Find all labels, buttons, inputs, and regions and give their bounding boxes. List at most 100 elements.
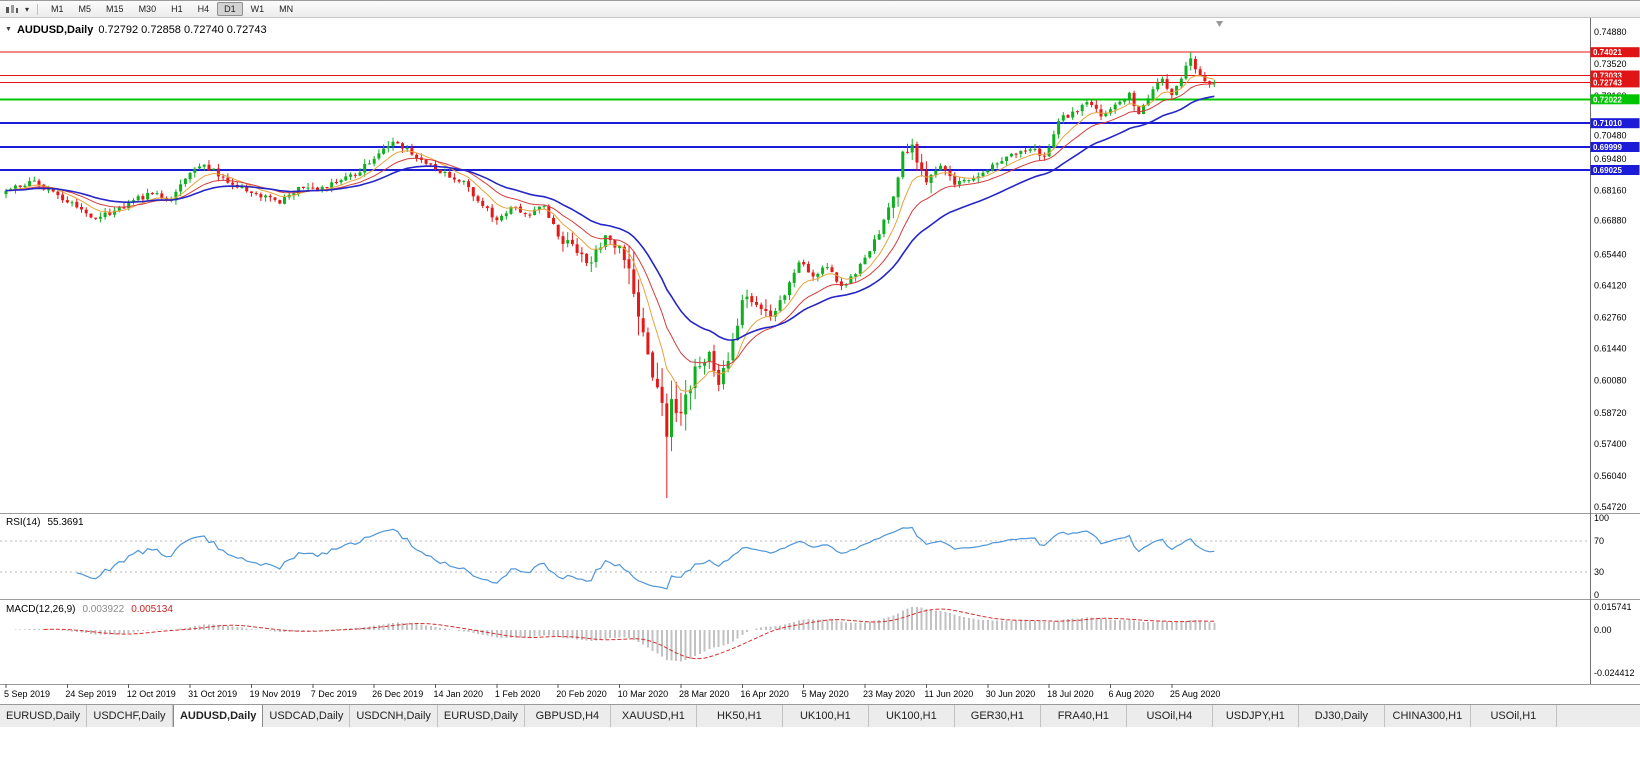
price-axis-label: 0.68160 <box>1594 185 1627 195</box>
price-axis-label: 0.62760 <box>1594 313 1627 323</box>
macd-name: MACD(12,26,9) <box>6 604 76 615</box>
timeframe-button-M1[interactable]: M1 <box>51 4 64 14</box>
chart-tab-4-USDCNH-Daily[interactable]: USDCNH,Daily <box>350 705 438 727</box>
candles-layer <box>4 52 1216 498</box>
date-label: 23 May 2020 <box>863 689 915 699</box>
price-axis-label: 0.74880 <box>1594 27 1627 37</box>
rsi-axis-label: 100 <box>1594 513 1609 523</box>
price-badge-0.74021[interactable] <box>1590 47 1640 58</box>
price-badge-label: 0.74021 <box>1593 48 1622 57</box>
chart-tab-2-AUDUSD-Daily[interactable]: AUDUSD,Daily <box>172 705 264 727</box>
chart-tab-bar: EURUSD,Daily USDCHF,Daily AUDUSD,Daily USDC… <box>0 704 1640 727</box>
chart-tab-0-EURUSD-Daily[interactable]: EURUSD,Daily <box>0 705 87 727</box>
timeframe-button-D1[interactable]: D1 <box>217 2 243 16</box>
chart-tab-10-UK100-H1[interactable]: UK100,H1 <box>868 705 955 727</box>
price-axis-background <box>1590 18 1640 704</box>
price-axis-label: 0.56040 <box>1594 471 1627 481</box>
chart-area: 100 70 30 0 0.015741 0.00 -0.024412 0.74880 0.73… <box>0 18 1640 704</box>
rsi-axis-label: 70 <box>1594 536 1604 546</box>
price-badge-label: 0.73033 <box>1593 72 1622 81</box>
price-axis-label: 0.73520 <box>1594 59 1627 69</box>
macd-indicator-label: MACD(12,26,9) 0.003922 0.005134 <box>6 604 173 615</box>
timeframe-button-MN[interactable]: MN <box>279 4 294 14</box>
price-badge-0.69025[interactable] <box>1590 165 1640 175</box>
macd-axis-label: 0.00 <box>1594 625 1612 635</box>
toolbar-separator <box>37 3 39 15</box>
timeframe-buttons: M1 M5 M15 M30 H1 H4 D1 W1 MN <box>44 2 300 16</box>
price-badge-label: 0.69025 <box>1593 166 1622 175</box>
price-axis-label: 0.61440 <box>1594 344 1627 354</box>
chart-tab-11-GER30-H1[interactable]: GER30,H1 <box>954 705 1041 727</box>
chart-tab-16-CHINA300-H1[interactable]: CHINA300,H1 <box>1384 705 1471 727</box>
price-axis-label: 0.64120 <box>1594 281 1627 291</box>
timeframe-toolbar: ▾ M1 M5 M15 M30 H1 H4 D1 W1 MN <box>0 1 1640 18</box>
timeframe-button-H1[interactable]: H1 <box>171 4 183 14</box>
price-badge-0.72743[interactable] <box>1590 77 1640 88</box>
chart-tab-13-USOil-H4[interactable]: USOil,H4 <box>1126 705 1213 727</box>
price-axis-label: 0.58720 <box>1594 408 1627 418</box>
date-label: 26 Dec 2019 <box>372 689 423 699</box>
macd-axis-label: 0.015741 <box>1594 602 1632 612</box>
price-badge-0.73033[interactable] <box>1590 70 1640 81</box>
price-axis-label: 0.65440 <box>1594 249 1627 259</box>
chart-tab-9-UK100-H1[interactable]: UK100,H1 <box>782 705 869 727</box>
chart-type-icon[interactable] <box>3 2 21 17</box>
panel-separator[interactable] <box>0 599 1640 600</box>
timeframe-button-W1[interactable]: W1 <box>250 4 265 14</box>
chart-tab-14-USDJPY-H1[interactable]: USDJPY,H1 <box>1212 705 1299 727</box>
chart-dropdown-icon[interactable]: ▾ <box>25 4 30 14</box>
date-label: 25 Aug 2020 <box>1170 689 1221 699</box>
panel-separator[interactable] <box>0 513 1640 514</box>
fast-ma-line <box>5 75 1215 392</box>
candlestick-chart-icon <box>6 4 18 13</box>
date-label: 30 Jun 2020 <box>986 689 1036 699</box>
date-label: 14 Jan 2020 <box>434 689 484 699</box>
panel-separator[interactable] <box>0 684 1640 685</box>
price-badge-0.72022[interactable] <box>1590 94 1640 105</box>
price-axis-label: 0.66880 <box>1594 215 1627 225</box>
timeframe-button-H4[interactable]: H4 <box>197 4 210 14</box>
chart-tab-15-DJ30-Daily[interactable]: DJ30,Daily <box>1298 705 1385 727</box>
collapse-arrow-icon[interactable]: ▼ <box>5 25 12 33</box>
chart-tab-5-EURUSD-Daily[interactable]: EURUSD,Daily <box>437 705 525 727</box>
date-label: 28 Mar 2020 <box>679 689 730 699</box>
chart-tab-17-USOil-H1[interactable]: USOil,H1 <box>1470 705 1557 727</box>
chart-tab-3-USDCAD-Daily[interactable]: USDCAD,Daily <box>263 705 351 727</box>
date-label: 16 Apr 2020 <box>740 689 789 699</box>
chart-tab-1-USDCHF-Daily[interactable]: USDCHF,Daily <box>86 705 173 727</box>
ohlc-values: 0.72792 0.72858 0.72740 0.72743 <box>98 24 267 36</box>
moving-averages-layer <box>5 75 1215 392</box>
date-label: 31 Oct 2019 <box>188 689 237 699</box>
chart-tab-6-GBPUSD-H4[interactable]: GBPUSD,H4 <box>524 705 611 727</box>
price-badge-label: 0.72022 <box>1593 95 1622 104</box>
price-axis-label: 0.60080 <box>1594 376 1627 386</box>
symbol-period-label: AUDUSD,Daily <box>16 24 94 36</box>
price-badge-label: 0.71010 <box>1593 119 1622 128</box>
date-label: 1 Feb 2020 <box>495 689 541 699</box>
date-axis[interactable]: 5 Sep 2019 24 Sep 2019 12 Oct 2019 31 Oct 2… <box>4 684 1220 699</box>
chart-shift-marker-icon[interactable] <box>1216 21 1223 27</box>
status-bar <box>0 727 1640 759</box>
rsi-axis-label: 0 <box>1594 590 1599 600</box>
rsi-indicator-label: RSI(14) 55.3691 <box>6 517 84 528</box>
price-badge-0.69999[interactable] <box>1590 142 1640 152</box>
macd-signal-value: 0.005134 <box>131 604 173 615</box>
date-label: 24 Sep 2019 <box>65 689 116 699</box>
horizontal-lines-layer <box>0 51 1590 171</box>
chart-tab-8-HK50-H1[interactable]: HK50,H1 <box>696 705 783 727</box>
timeframe-button-M5[interactable]: M5 <box>78 4 92 14</box>
chart-tab-12-FRA40-H1[interactable]: FRA40,H1 <box>1040 705 1127 727</box>
mid-ma-line <box>5 83 1215 366</box>
date-label: 12 Oct 2019 <box>127 689 176 699</box>
timeframe-button-M30[interactable]: M30 <box>138 4 157 14</box>
price-badge-0.71010[interactable] <box>1590 118 1640 129</box>
price-chart-canvas[interactable]: 100 70 30 0 0.015741 0.00 -0.024412 0.74880 0.73… <box>0 18 1640 704</box>
rsi-axis-label: 30 <box>1594 567 1604 577</box>
chart-tab-7-XAUUSD-H1[interactable]: XAUUSD,H1 <box>610 705 697 727</box>
chart-title: ▼ AUDUSD,Daily 0.72792 0.72858 0.72740 0… <box>5 24 267 36</box>
price-axis-label: 0.54720 <box>1594 502 1627 512</box>
timeframe-button-M15[interactable]: M15 <box>106 4 124 14</box>
macd-signal-line <box>43 608 1215 660</box>
